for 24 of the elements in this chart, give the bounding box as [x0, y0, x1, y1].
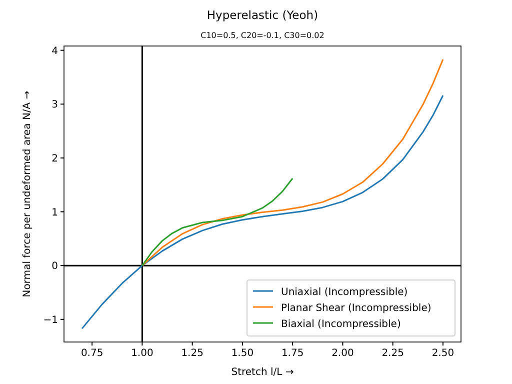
x-tick-label: 1.75: [281, 348, 304, 359]
y-tick-label: 2: [52, 153, 58, 164]
chart-title: Hyperelastic (Yeoh): [206, 8, 318, 22]
x-tick-label: 2.25: [382, 348, 404, 359]
y-tick-label: 3: [52, 100, 58, 111]
y-tick-label: −1: [43, 314, 58, 326]
legend-label: Planar Shear (Incompressible): [281, 303, 432, 314]
y-tick-label: 4: [52, 46, 58, 57]
line-series: [141, 58, 444, 266]
x-tick-label: 1.00: [131, 348, 154, 359]
chart-subtitle: C10=0.5, C20=-0.1, C30=0.02: [200, 31, 324, 40]
legend-label: Biaxial (Incompressible): [281, 319, 401, 330]
x-tick-label: 1.50: [231, 348, 254, 359]
y-tick-label: 1: [52, 207, 58, 218]
x-axis-title: Stretch l/L →: [231, 367, 294, 378]
line-series: [141, 178, 294, 266]
y-tick-label: 0: [52, 261, 58, 272]
legend-label: Uniaxial (Incompressible): [281, 287, 408, 298]
line-series: [81, 94, 444, 330]
x-tick-label: 1.25: [181, 348, 204, 359]
x-tick-label: 2.50: [432, 348, 454, 359]
x-tick-label: 2.00: [332, 348, 354, 359]
x-tick-label: 0.75: [80, 348, 104, 359]
y-axis-title: Normal force per undeformed area N/A →: [22, 90, 33, 298]
